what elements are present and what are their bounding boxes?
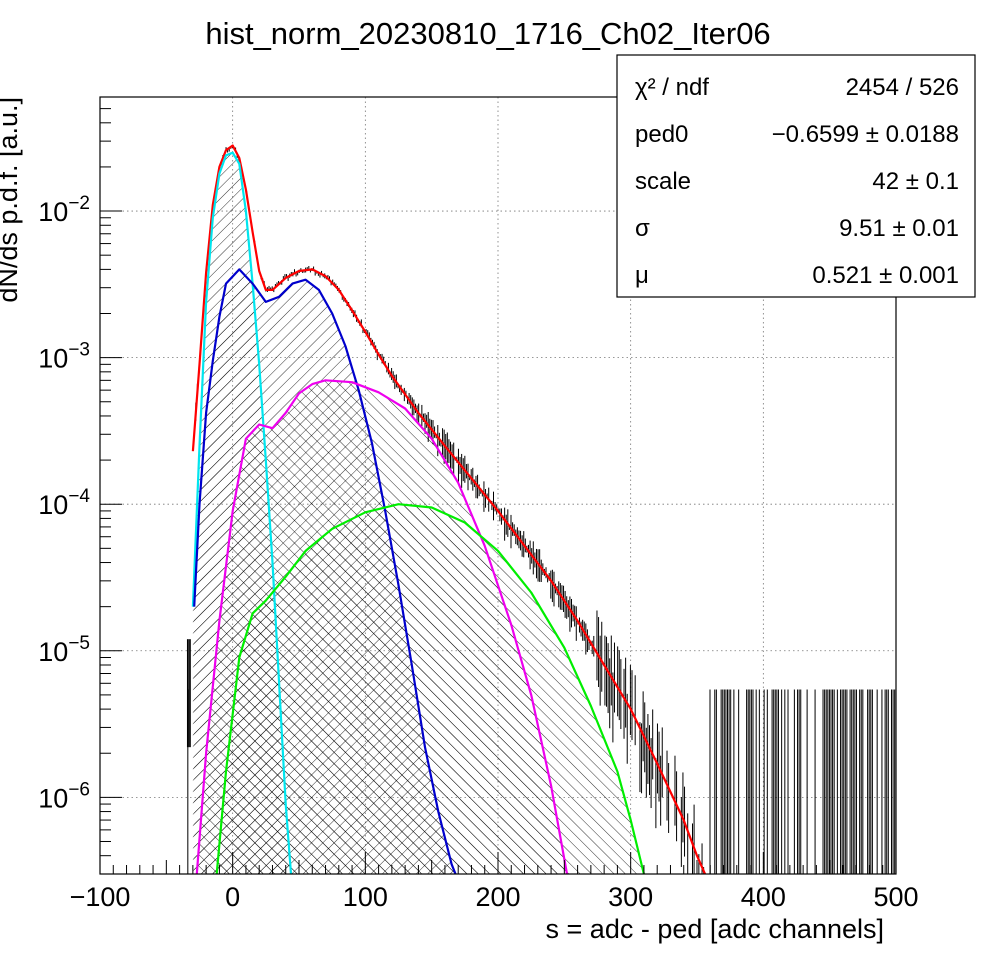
component-fills [192,152,644,874]
fit-statistics-box: χ² / ndf 2454 / 526 ped0 −0.6599 ± 0.0188 sc… [616,54,976,298]
chart-title: hist_norm_20230810_1716_Ch02_Iter06 [205,16,770,51]
stats-box-frame [616,54,976,298]
fit-curves [191,144,707,874]
fit-curve-2 [193,268,457,874]
fit-curve-3 [195,379,569,874]
x-axis-label: s = adc - ped [adc channels] [546,914,884,944]
stats-value: 42 ± 0.1 [872,168,959,195]
y-tick-label: 10−5 [38,633,90,667]
stats-value: 9.51 ± 0.01 [839,215,959,242]
x-tick-label: 200 [475,882,520,912]
y-axis: 10−6 10−5 10−4 10−3 10−2 [38,96,122,875]
y-axis-label: dN/ds p.d.f. [a.u.] [0,97,23,303]
x-tick-label: 500 [873,882,918,912]
component-hatch-4 [216,504,644,874]
component-fill-4 [216,504,644,874]
x-tick-label: 400 [741,882,786,912]
data-histogram [186,145,896,874]
stats-label: ped0 [635,121,688,148]
y-tick-label: 10−4 [38,486,90,520]
fit-curve-4 [215,503,645,874]
stats-value: 2454 / 526 [846,74,959,101]
stats-value: 0.521 ± 0.001 [812,262,959,289]
y-tick-label: 10−2 [38,193,90,227]
x-tick-label: 300 [608,882,653,912]
stats-value: −0.6599 ± 0.0188 [772,121,959,148]
stats-label: χ² / ndf [635,74,709,101]
fit-curve-0 [191,144,707,874]
stats-label: μ [635,262,649,289]
x-tick-label: 0 [225,882,240,912]
y-tick-label: 10−6 [38,779,90,813]
fit-curve-1 [191,151,293,874]
stats-label: scale [635,168,691,195]
stats-label: σ [635,215,650,242]
y-tick-label: 10−3 [38,340,90,374]
x-axis: −100 0 100 200 300 400 500 [70,852,919,912]
x-tick-label: −100 [70,882,131,912]
x-tick-label: 100 [343,882,388,912]
